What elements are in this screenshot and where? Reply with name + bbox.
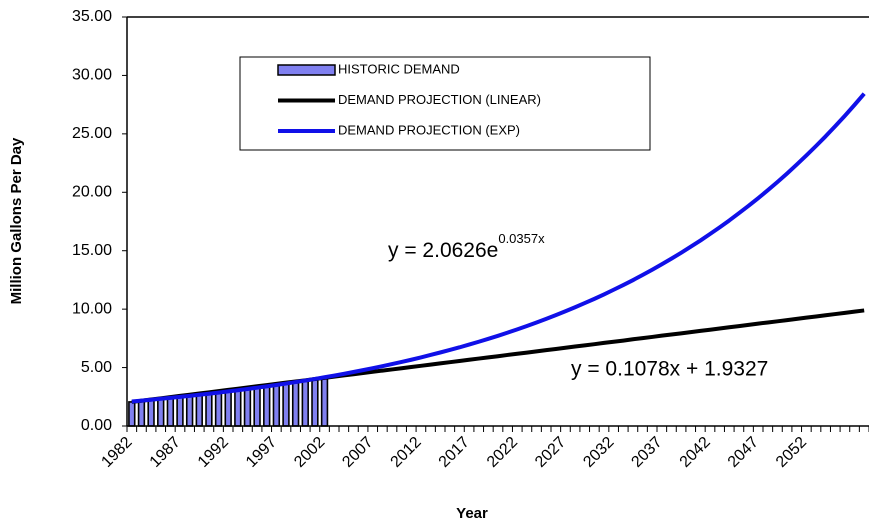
annotation: y = 2.0626e0.0357x <box>388 231 545 261</box>
x-tick-label: 2022 <box>484 434 521 471</box>
bar <box>282 383 290 427</box>
bar <box>263 386 271 427</box>
bar <box>147 399 155 427</box>
y-axis-title: Million Gallons Per Day <box>8 137 25 304</box>
x-tick-label: 1997 <box>243 434 280 471</box>
y-tick-label: 15.00 <box>72 242 112 259</box>
x-tick-label: 2007 <box>339 434 376 471</box>
x-tick-label: 2047 <box>725 434 762 471</box>
legend-label: DEMAND PROJECTION (LINEAR) <box>338 92 541 107</box>
y-tick-label: 25.00 <box>72 125 112 142</box>
bar <box>128 401 136 427</box>
x-tick-label: 1987 <box>147 434 184 471</box>
bar <box>253 387 261 427</box>
y-tick-label: 10.00 <box>72 300 112 317</box>
x-axis-title: Year <box>456 505 488 522</box>
y-tick-label: 0.00 <box>81 417 112 434</box>
y-tick-label: 5.00 <box>81 359 112 376</box>
bar <box>205 393 213 427</box>
bar <box>272 384 281 427</box>
bar <box>311 379 319 427</box>
y-tick-label: 20.00 <box>72 184 112 201</box>
y-tick-label: 30.00 <box>72 67 112 84</box>
series-line <box>131 92 866 404</box>
bar <box>214 392 223 427</box>
bar <box>301 380 309 427</box>
x-tick-label: 2017 <box>436 434 473 471</box>
annotation-superscript: 0.0357x <box>498 231 545 246</box>
x-tick-label: 2027 <box>532 434 569 471</box>
x-tick-label: 2037 <box>628 434 665 471</box>
legend-label: HISTORIC DEMAND <box>338 61 460 76</box>
annotation-text: y = 2.0626e <box>388 239 498 262</box>
bar <box>234 390 242 427</box>
bar <box>137 400 146 427</box>
bar <box>157 398 165 427</box>
x-tick-label: 1982 <box>98 434 135 471</box>
x-tick-label: 2052 <box>773 434 810 471</box>
legend: HISTORIC DEMAND DEMAND PROJECTION (LINEAR… <box>239 56 651 151</box>
x-tick-label: 2012 <box>388 434 425 471</box>
legend-swatch <box>277 64 336 76</box>
x-tick-label: 1992 <box>195 434 232 471</box>
legend-label: DEMAND PROJECTION (EXP) <box>338 122 520 137</box>
bar <box>224 391 232 427</box>
bar <box>176 396 184 427</box>
bar <box>166 397 175 427</box>
x-tick-label: 2042 <box>677 434 714 471</box>
y-tick-label: 35.00 <box>72 8 112 25</box>
bar <box>195 394 203 427</box>
x-tick-label: 2002 <box>291 434 328 471</box>
bar <box>291 382 300 427</box>
x-tick-label: 2032 <box>580 434 617 471</box>
bar <box>320 376 329 427</box>
plot-area <box>122 16 869 432</box>
bar <box>185 395 194 427</box>
annotation: y = 0.1078x + 1.9327 <box>571 358 768 381</box>
bar <box>243 388 252 427</box>
